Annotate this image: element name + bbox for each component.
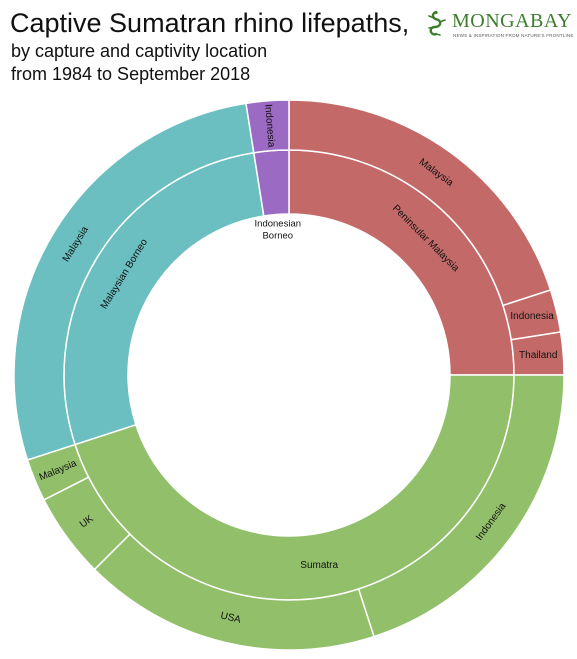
- mongabay-logo: MONGABAY NEWS & INSPIRATION FROM NATURE'…: [423, 10, 573, 42]
- logo-name: MONGABAY: [452, 10, 572, 32]
- subtitle-line-2: from 1984 to September 2018: [11, 64, 251, 84]
- outer-peninsular-malaysia-thailand-label: Thailand: [519, 350, 557, 361]
- lizard-icon: [428, 10, 446, 36]
- outer-sumatra-usa-label: USA: [219, 610, 242, 626]
- outer-segment-indonesian-borneo-indonesia[interactable]: [245, 99, 290, 154]
- inner-indonesian-borneo-label: Indonesian Borneo: [255, 218, 301, 241]
- outer-peninsular-malaysia-indonesia-label: Indonesia: [510, 311, 554, 322]
- logo-tagline: NEWS & INSPIRATION FROM NATURE'S FRONTLI…: [453, 33, 574, 38]
- outer-indonesian-borneo-indonesia-label: Indonesia: [262, 104, 276, 149]
- inner-sumatra-label: Sumatra: [300, 560, 338, 571]
- subtitle-line-1: by capture and captivity location: [11, 41, 268, 61]
- chart-title: Captive Sumatran rhino lifepaths,: [10, 8, 410, 38]
- chart-subtitle: by capture and captivity location from 1…: [11, 40, 267, 86]
